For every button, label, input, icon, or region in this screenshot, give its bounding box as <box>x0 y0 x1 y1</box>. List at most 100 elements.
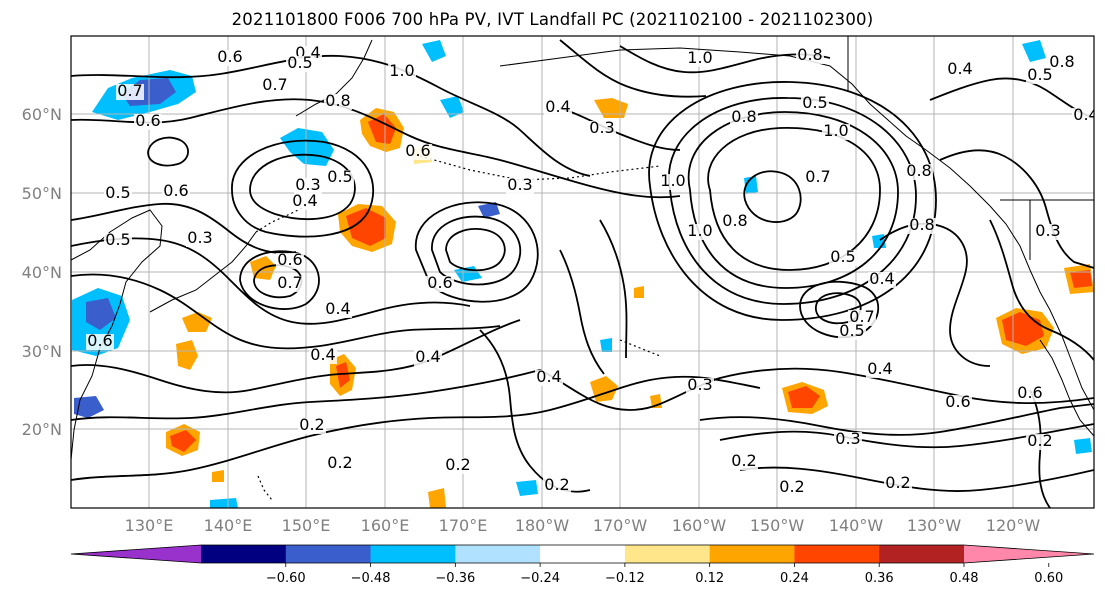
contour-label: 0.8 <box>908 215 936 234</box>
contour-label: 0.4 <box>544 97 572 116</box>
colorbar-tick-label: 0.48 <box>950 571 979 586</box>
contour-line <box>648 81 937 321</box>
lon-label: 170°E <box>439 516 488 535</box>
contour-label-text: 0.3 <box>507 175 532 194</box>
positive-patch <box>170 430 196 452</box>
map-title: 2021101800 F006 700 hPa PV, IVT Landfall… <box>231 10 874 29</box>
contour-label-text: 1.0 <box>687 221 712 240</box>
contour-label: 0.2 <box>444 455 472 474</box>
contour-label-text: 0.2 <box>299 415 324 434</box>
contour-label-text: 0.6 <box>277 250 302 269</box>
contour-label-text: 0.4 <box>545 97 570 116</box>
map-frame <box>70 35 1095 509</box>
lon-label: 160°W <box>672 516 727 535</box>
negative-patch <box>422 40 446 62</box>
contour-line <box>799 280 880 339</box>
latitude-labels: 60°N 50°N 40°N 30°N 20°N <box>22 105 62 439</box>
contour-line <box>71 203 297 254</box>
colorbar-tick-label: 0.36 <box>865 571 894 586</box>
north-america-coastline <box>989 205 1094 411</box>
map-content: 0.40.50.60.70.70.60.81.00.40.30.30.40.50… <box>71 36 1098 508</box>
contour-label: 0.2 <box>326 453 354 472</box>
contour-label-text: 0.2 <box>445 455 470 474</box>
contour-label: 0.7 <box>261 75 289 94</box>
contour-label: 0.3 <box>506 175 534 194</box>
contour-label: 0.6 <box>134 111 162 130</box>
contour-label: 0.5 <box>104 183 132 202</box>
lon-label: 130°E <box>125 516 174 535</box>
contour-label-text: 0.8 <box>797 45 822 64</box>
lon-label: 150°W <box>750 516 805 535</box>
contour-label: 0.4 <box>1072 105 1098 124</box>
contour-label-text: 0.2 <box>885 473 910 492</box>
colorbar-swatch <box>794 545 880 563</box>
colorbar-tick-label: −0.48 <box>351 571 391 586</box>
contour-line <box>599 219 628 359</box>
lat-label-50n: 50°N <box>22 184 62 203</box>
contour-label-text: 0.7 <box>849 307 874 326</box>
contour-label: 0.7 <box>116 81 144 100</box>
contour-label-text: 1.0 <box>389 61 414 80</box>
contour-label: 0.5 <box>801 93 829 112</box>
contour-label: 0.6 <box>162 181 190 200</box>
contour-label: 0.6 <box>1016 383 1044 402</box>
contour-label-text: 0.8 <box>1049 52 1074 71</box>
negative-patch <box>872 234 886 248</box>
graticule <box>71 36 1094 508</box>
contour-label-text: 0.8 <box>722 211 747 230</box>
colorbar-tick-label: −0.12 <box>605 571 645 586</box>
contour-label: 0.7 <box>804 167 832 186</box>
contour-label: 0.4 <box>414 347 442 366</box>
contour-label-text: 0.6 <box>405 141 430 160</box>
negative-patch <box>440 96 464 118</box>
contour-line <box>71 237 471 325</box>
contour-line <box>431 215 522 286</box>
contour-line <box>719 423 1094 449</box>
contour-label-text: 0.2 <box>327 453 352 472</box>
colorbar-tick-label: 0.24 <box>780 571 809 586</box>
contour-label: 0.8 <box>721 211 749 230</box>
hawaiian-islands <box>619 339 661 357</box>
negative-patch <box>210 498 238 508</box>
negative-patch <box>1074 438 1092 454</box>
positive-patch <box>182 312 212 332</box>
contour-label: 1.0 <box>686 221 714 240</box>
contour-line <box>559 39 707 98</box>
contour-label-text: 0.4 <box>869 269 894 288</box>
contour-line <box>445 228 506 272</box>
colorbar-tick-label: −0.60 <box>266 571 306 586</box>
contour-label-text: 0.3 <box>187 228 212 247</box>
contour-label: 0.3 <box>186 228 214 247</box>
contour-label-text: 0.8 <box>731 107 756 126</box>
colorbar-tick-label: −0.36 <box>435 571 475 586</box>
contour-label-text: 0.5 <box>105 183 130 202</box>
negative-patch <box>478 202 500 218</box>
positive-patch <box>634 286 644 298</box>
contour-label: 0.5 <box>286 53 314 72</box>
contour-label: 0.3 <box>1034 221 1062 240</box>
contour-label: 0.6 <box>216 47 244 66</box>
contour-label-text: 0.4 <box>867 359 892 378</box>
colorbar-tick-label: 0.12 <box>695 571 724 586</box>
contour-label-text: 0.3 <box>835 429 860 448</box>
contour-label-text: 0.4 <box>1073 105 1098 124</box>
contour-label: 0.4 <box>946 59 974 78</box>
contour-label: 0.5 <box>326 167 354 186</box>
contour-label: 0.2 <box>778 477 806 496</box>
contour-line <box>231 139 375 238</box>
contour-label-text: 0.7 <box>262 75 287 94</box>
contour-label-text: 0.2 <box>779 477 804 496</box>
contour-label: 0.4 <box>324 299 352 318</box>
contour-label: 0.2 <box>543 475 571 494</box>
contour-label-text: 0.7 <box>805 167 830 186</box>
colorbar-swatch <box>709 545 795 563</box>
colorbar-swatch <box>201 545 287 563</box>
contour-label-text: 0.6 <box>945 392 970 411</box>
contour-label-text: 0.3 <box>295 175 320 194</box>
colorbar-tick-label: 0.60 <box>1034 571 1063 586</box>
contour-label-text: 0.4 <box>536 367 561 386</box>
contour-label-text: 0.8 <box>906 161 931 180</box>
longitude-labels: 130°E 140°E 150°E 160°E 170°E 180°W 170°… <box>125 516 1041 535</box>
contour-label-text: 0.5 <box>1027 65 1052 84</box>
contour-label-text: 0.7 <box>277 273 302 292</box>
